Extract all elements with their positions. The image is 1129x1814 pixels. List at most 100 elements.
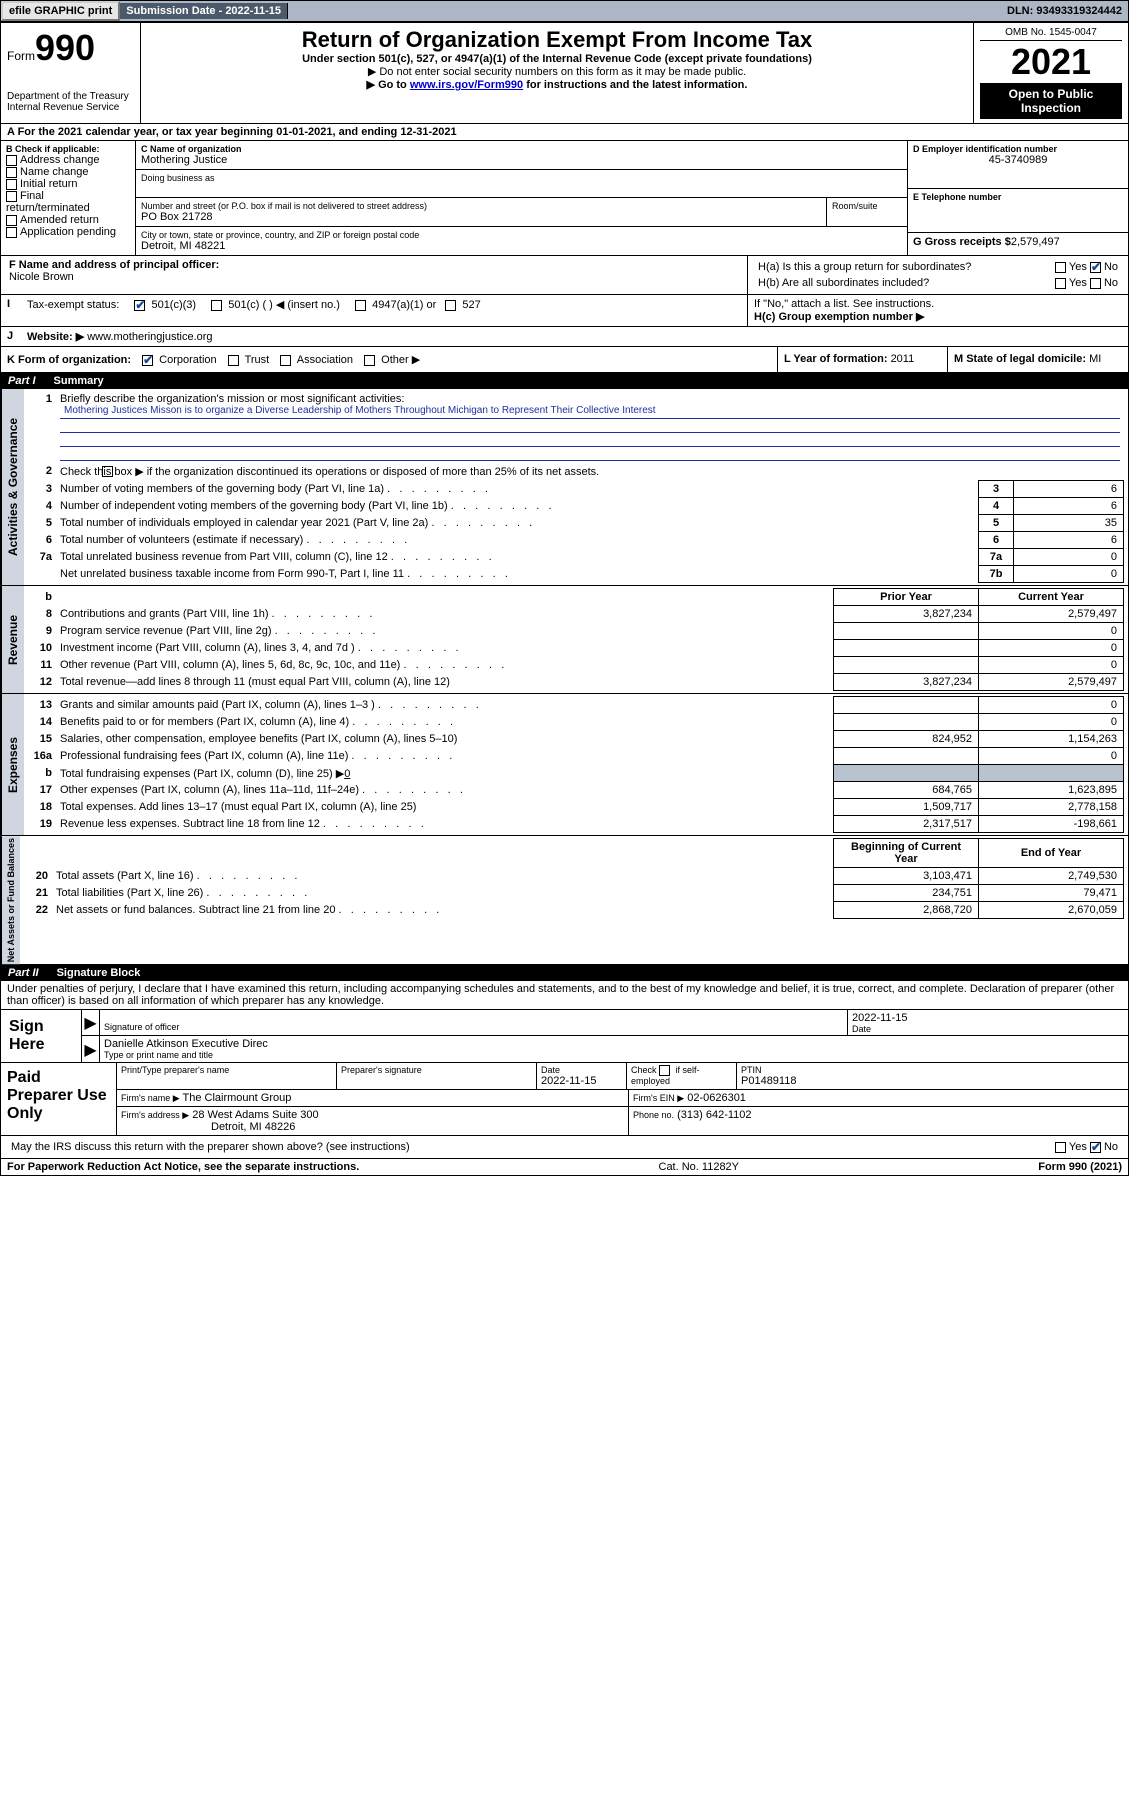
sign-here-block: Sign Here ▶ Signature of officer 2022-11… (0, 1010, 1129, 1063)
website: www.motheringjustice.org (87, 331, 212, 343)
part1-revenue: Revenue bPrior YearCurrent Year 8Contrib… (0, 586, 1129, 694)
c15: 1,154,263 (979, 731, 1124, 748)
cb-amended-return[interactable] (6, 215, 17, 226)
p12: 3,827,234 (834, 674, 979, 691)
e22: 2,670,059 (979, 902, 1124, 919)
val-3: 6 (1014, 481, 1124, 498)
dba-label: Doing business as (141, 173, 902, 183)
part2-header: Part IISignature Block (0, 965, 1129, 981)
line-a: A For the 2021 calendar year, or tax yea… (0, 124, 1129, 141)
header-block: B Check if applicable: Address change Na… (0, 141, 1129, 256)
sig-date: 2022-11-15 (852, 1012, 1124, 1024)
c18: 2,778,158 (979, 799, 1124, 816)
cb-name-change[interactable] (6, 167, 17, 178)
omb-number: OMB No. 1545-0047 (980, 27, 1122, 41)
sig-declaration: Under penalties of perjury, I declare th… (0, 981, 1129, 1010)
cb-discontinued[interactable] (102, 466, 113, 477)
colh-current: Current Year (979, 589, 1124, 606)
firm-ein: 02-0626301 (687, 1092, 746, 1104)
val-7b: 0 (1014, 566, 1124, 583)
val-5: 35 (1014, 515, 1124, 532)
state-domicile: MI (1089, 353, 1101, 365)
cb-4947[interactable] (355, 300, 366, 311)
mission-text: Mothering Justices Misson is to organize… (60, 405, 1120, 419)
cb-address-change[interactable] (6, 155, 17, 166)
form-subtitle: Under section 501(c), 527, or 4947(a)(1)… (147, 53, 967, 65)
cb-501c3[interactable] (134, 300, 145, 311)
org-city: Detroit, MI 48221 (141, 240, 902, 252)
val-7a: 0 (1014, 549, 1124, 566)
cb-application-pending[interactable] (6, 227, 17, 238)
p17: 684,765 (834, 782, 979, 799)
val-4: 6 (1014, 498, 1124, 515)
part1-expenses: Expenses 13Grants and similar amounts pa… (0, 694, 1129, 836)
colh-boy: Beginning of Current Year (834, 839, 979, 868)
firm-phone: (313) 642-1102 (677, 1109, 751, 1121)
cb-corp[interactable] (142, 355, 153, 366)
block-c: C Name of organization Mothering Justice… (136, 141, 908, 255)
cb-discuss-yes[interactable] (1055, 1142, 1066, 1153)
paperwork-notice: For Paperwork Reduction Act Notice, see … (7, 1161, 359, 1173)
vtab-revenue: Revenue (1, 586, 24, 693)
dln: DLN: 93493319324442 (1001, 3, 1128, 19)
cb-self-employed[interactable] (659, 1065, 670, 1076)
efile-print-button[interactable]: efile GRAPHIC print (1, 1, 120, 21)
p8: 3,827,234 (834, 606, 979, 623)
p18: 1,509,717 (834, 799, 979, 816)
prep-date: 2022-11-15 (541, 1075, 622, 1087)
cb-527[interactable] (445, 300, 456, 311)
cb-hb-yes[interactable] (1055, 278, 1066, 289)
cb-final-return[interactable] (6, 191, 17, 202)
phone-label: E Telephone number (913, 192, 1123, 202)
colh-eoy: End of Year (979, 839, 1124, 868)
b21: 234,751 (834, 885, 979, 902)
c12: 2,579,497 (979, 674, 1124, 691)
cb-ha-no[interactable] (1090, 262, 1101, 273)
tax-year: 2021 (980, 41, 1122, 83)
footer: For Paperwork Reduction Act Notice, see … (0, 1159, 1129, 1176)
irs-link[interactable]: www.irs.gov/Form990 (410, 79, 523, 91)
firm-name: The Clairmount Group (183, 1092, 292, 1104)
part1-header: Part ISummary (0, 373, 1129, 389)
dept-treasury: Department of the Treasury Internal Reve… (7, 91, 134, 113)
org-address: PO Box 21728 (141, 211, 821, 223)
c16a: 0 (979, 748, 1124, 765)
cb-other[interactable] (364, 355, 375, 366)
block-fh: F Name and address of principal officer:… (0, 256, 1129, 295)
paid-preparer-block: Paid Preparer Use Only Print/Type prepar… (0, 1063, 1129, 1136)
cb-trust[interactable] (228, 355, 239, 366)
c9: 0 (979, 623, 1124, 640)
cb-assoc[interactable] (280, 355, 291, 366)
block-j: J Website: ▶ www.motheringjustice.org (0, 327, 1129, 347)
submission-date: Submission Date - 2022-11-15 (120, 3, 288, 19)
topbar: efile GRAPHIC print Submission Date - 20… (0, 0, 1129, 22)
instr-no-ssn: Do not enter social security numbers on … (147, 65, 967, 78)
cb-hb-no[interactable] (1090, 278, 1101, 289)
c11: 0 (979, 657, 1124, 674)
gross-receipts: 2,579,497 (1011, 236, 1060, 248)
form-ref: Form 990 (2021) (1038, 1161, 1122, 1173)
b20: 3,103,471 (834, 868, 979, 885)
cb-discuss-no[interactable] (1090, 1142, 1101, 1153)
cb-501c[interactable] (211, 300, 222, 311)
cb-initial-return[interactable] (6, 179, 17, 190)
cat-no: Cat. No. 11282Y (659, 1161, 740, 1173)
c13: 0 (979, 697, 1124, 714)
part1-netassets: Net Assets or Fund Balances Beginning of… (0, 836, 1129, 965)
c17: 1,623,895 (979, 782, 1124, 799)
open-to-public: Open to Public Inspection (980, 83, 1122, 119)
block-b: B Check if applicable: Address change Na… (1, 141, 136, 255)
year-formation: 2011 (891, 353, 915, 365)
principal-officer: Nicole Brown (9, 271, 739, 283)
e21: 79,471 (979, 885, 1124, 902)
vtab-governance: Activities & Governance (1, 389, 24, 585)
c14: 0 (979, 714, 1124, 731)
b22: 2,868,720 (834, 902, 979, 919)
form-header: Form990 Department of the Treasury Inter… (0, 22, 1129, 124)
form-title: Return of Organization Exempt From Incom… (147, 27, 967, 53)
instr-goto: Go to www.irs.gov/Form990 for instructio… (147, 78, 967, 91)
form-word: Form (7, 49, 35, 63)
cb-ha-yes[interactable] (1055, 262, 1066, 273)
vtab-expenses: Expenses (1, 694, 24, 835)
block-klm: K Form of organization: Corporation Trus… (0, 347, 1129, 373)
